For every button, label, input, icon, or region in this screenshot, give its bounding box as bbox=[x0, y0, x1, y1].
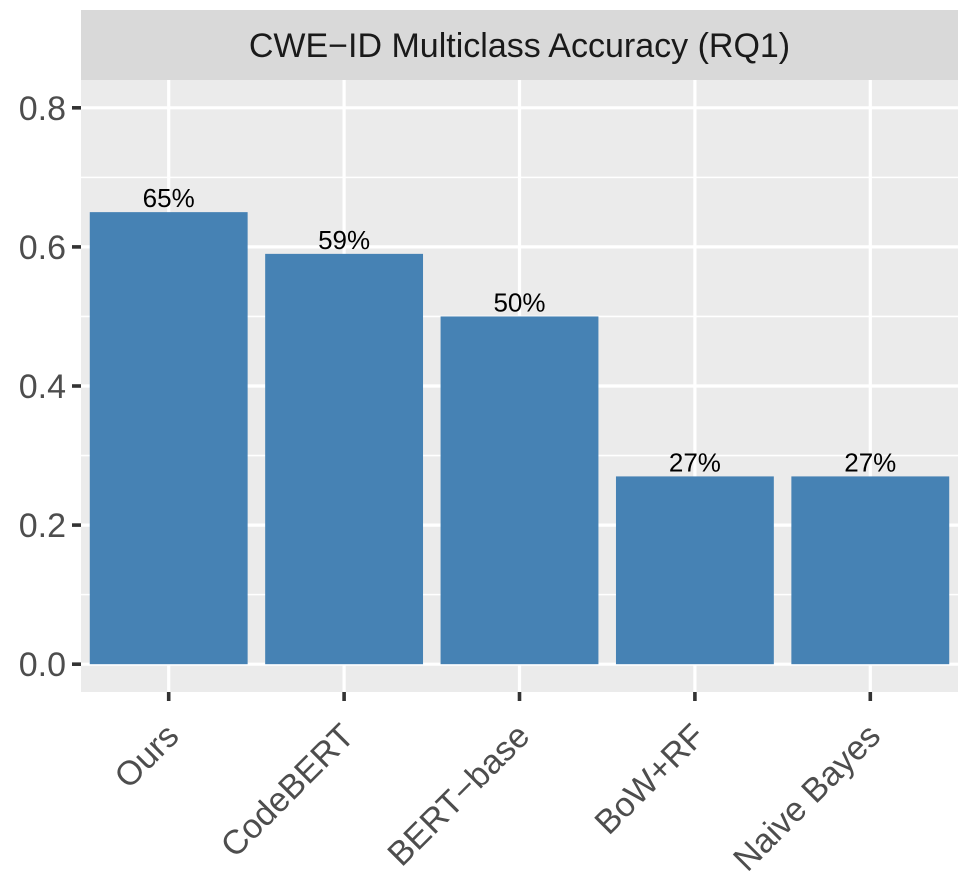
y-axis: 0.0 0.2 0.4 0.6 0.8 bbox=[19, 90, 81, 684]
data-label-4: 27% bbox=[844, 447, 896, 477]
data-label-1: 59% bbox=[318, 225, 370, 255]
data-label-3: 27% bbox=[669, 447, 721, 477]
x-tick-label: Ours bbox=[107, 717, 186, 796]
x-axis: Ours CodeBERT BERT−base BoW+RF Naive Bayes bbox=[107, 692, 888, 879]
bar-3 bbox=[615, 476, 774, 665]
bars-group bbox=[89, 212, 950, 665]
title-strip bbox=[81, 10, 958, 80]
y-tick-label: 0.0 bbox=[19, 646, 66, 684]
x-tick-label: BERT−base bbox=[380, 717, 537, 874]
y-tick-label: 0.8 bbox=[19, 90, 66, 128]
bar-2 bbox=[440, 316, 599, 665]
x-tick-label: BoW+RF bbox=[587, 717, 712, 842]
bar-4 bbox=[791, 476, 950, 665]
x-tick-label: Naive Bayes bbox=[726, 717, 888, 879]
bar-1 bbox=[265, 253, 424, 665]
data-label-0: 65% bbox=[143, 183, 195, 213]
y-tick-label: 0.2 bbox=[19, 507, 66, 545]
bar-0 bbox=[89, 212, 248, 665]
chart-title: CWE−ID Multiclass Accuracy (RQ1) bbox=[249, 27, 790, 65]
x-tick-label: CodeBERT bbox=[214, 717, 362, 865]
data-label-2: 50% bbox=[493, 287, 545, 317]
data-labels-group: 65% 59% 50% 27% 27% bbox=[143, 183, 897, 477]
y-tick-label: 0.4 bbox=[19, 368, 66, 406]
y-tick-label: 0.6 bbox=[19, 229, 66, 267]
